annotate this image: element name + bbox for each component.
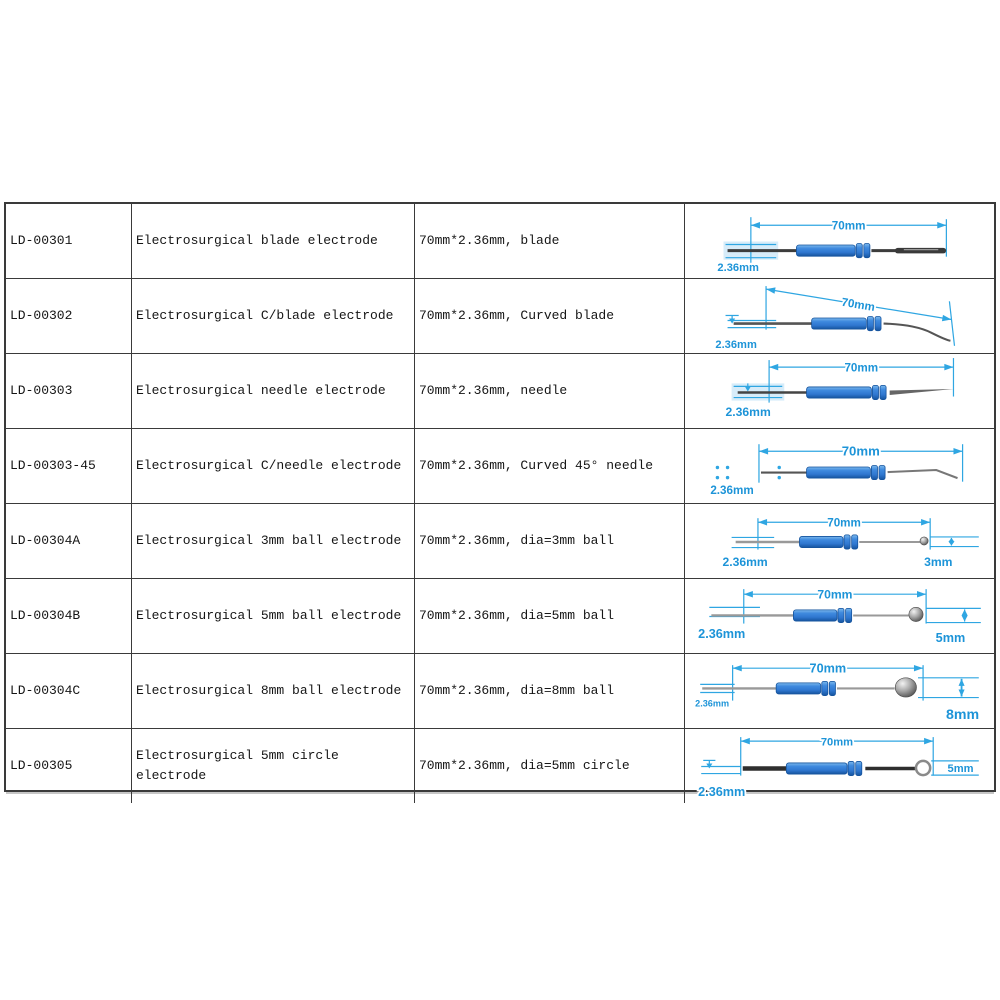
svg-text:2.36mm: 2.36mm: [698, 627, 745, 641]
product-spec: 70mm*2.36mm, dia=8mm ball: [415, 653, 685, 729]
product-name: Electrosurgical needle electrode: [132, 353, 415, 429]
product-name: Electrosurgical blade electrode: [132, 204, 415, 279]
electrode-diagram: 70mm 5mm 2.36mm: [685, 579, 994, 654]
product-spec: 70mm*2.36mm, Curved blade: [415, 278, 685, 354]
svg-text:5mm: 5mm: [948, 763, 974, 775]
product-code: LD-00301: [6, 204, 132, 279]
product-table: LD-00301 Electrosurgical blade electrode…: [4, 202, 996, 803]
product-name: Electrosurgical C/needle electrode: [132, 428, 415, 504]
product-spec: 70mm*2.36mm, dia=3mm ball: [415, 503, 685, 579]
svg-text:2.36mm: 2.36mm: [726, 405, 771, 419]
svg-text:70mm: 70mm: [842, 443, 880, 458]
product-code: LD-00303-45: [6, 428, 132, 504]
svg-text:70mm: 70mm: [832, 220, 866, 233]
product-spec: 70mm*2.36mm, Curved 45° needle: [415, 428, 685, 504]
product-name: Electrosurgical 5mm ball electrode: [132, 578, 415, 654]
product-code: LD-00304B: [6, 578, 132, 654]
product-code: LD-00305: [6, 728, 132, 803]
electrode-diagram-svg: 70mm 8mm 2.36mm: [693, 659, 981, 724]
svg-text:70mm: 70mm: [844, 361, 878, 374]
svg-text:2.36mm: 2.36mm: [717, 262, 759, 274]
electrode-diagram-svg: 70mm 2.36mm: [714, 286, 956, 353]
product-code: LD-00303: [6, 353, 132, 429]
electrode-diagram: 70mm 5mm 2.36mm: [685, 729, 994, 803]
svg-text:70mm: 70mm: [840, 296, 875, 314]
svg-text:8mm: 8mm: [946, 707, 979, 723]
product-code: LD-00302: [6, 278, 132, 354]
electrode-diagram: 70mm 2.36mm: [685, 429, 994, 504]
product-spec: 70mm*2.36mm, needle: [415, 353, 685, 429]
product-spec: 70mm*2.36mm, dia=5mm circle: [415, 728, 685, 803]
svg-text:2.36mm: 2.36mm: [722, 555, 767, 569]
product-name: Electrosurgical 3mm ball electrode: [132, 503, 415, 579]
electrode-diagram: 70mm 3mm 2.36mm: [685, 504, 994, 579]
svg-text:2.36mm: 2.36mm: [695, 698, 729, 708]
electrode-diagram: 70mm 8mm 2.36mm: [685, 654, 994, 729]
electrode-diagram: 70mm 2.36mm: [685, 279, 994, 354]
svg-text:2.36mm: 2.36mm: [698, 785, 745, 799]
electrode-diagram-svg: 70mm 2.36mm: [709, 442, 964, 498]
product-spec: 70mm*2.36mm, blade: [415, 204, 685, 279]
electrode-diagram-svg: 70mm 5mm 2.36mm: [696, 734, 979, 800]
product-code: LD-00304A: [6, 503, 132, 579]
electrode-diagram: 70mm 2.36mm: [685, 354, 994, 429]
svg-text:70mm: 70mm: [821, 736, 853, 748]
electrode-diagram-svg: 70mm 2.36mm: [724, 357, 955, 420]
svg-text:3mm: 3mm: [924, 555, 953, 569]
product-code: LD-00304C: [6, 653, 132, 729]
product-name: Electrosurgical 8mm ball electrode: [132, 653, 415, 729]
product-name: Electrosurgical C/blade electrode: [132, 278, 415, 354]
svg-text:2.36mm: 2.36mm: [715, 339, 757, 351]
product-name: Electrosurgical 5mm circle electrode: [132, 728, 415, 803]
electrode-diagram: 70mm 2.36mm: [685, 204, 994, 279]
product-spec: 70mm*2.36mm, dia=5mm ball: [415, 578, 685, 654]
electrode-diagram-svg: 70mm 3mm 2.36mm: [721, 515, 979, 570]
svg-text:70mm: 70mm: [827, 516, 861, 529]
svg-text:70mm: 70mm: [810, 661, 847, 675]
electrode-diagram-svg: 70mm 5mm 2.36mm: [696, 585, 981, 646]
svg-text:2.36mm: 2.36mm: [710, 484, 753, 497]
svg-text:5mm: 5mm: [936, 631, 966, 645]
svg-text:70mm: 70mm: [817, 587, 852, 601]
electrode-diagram-svg: 70mm 2.36mm: [716, 217, 947, 276]
